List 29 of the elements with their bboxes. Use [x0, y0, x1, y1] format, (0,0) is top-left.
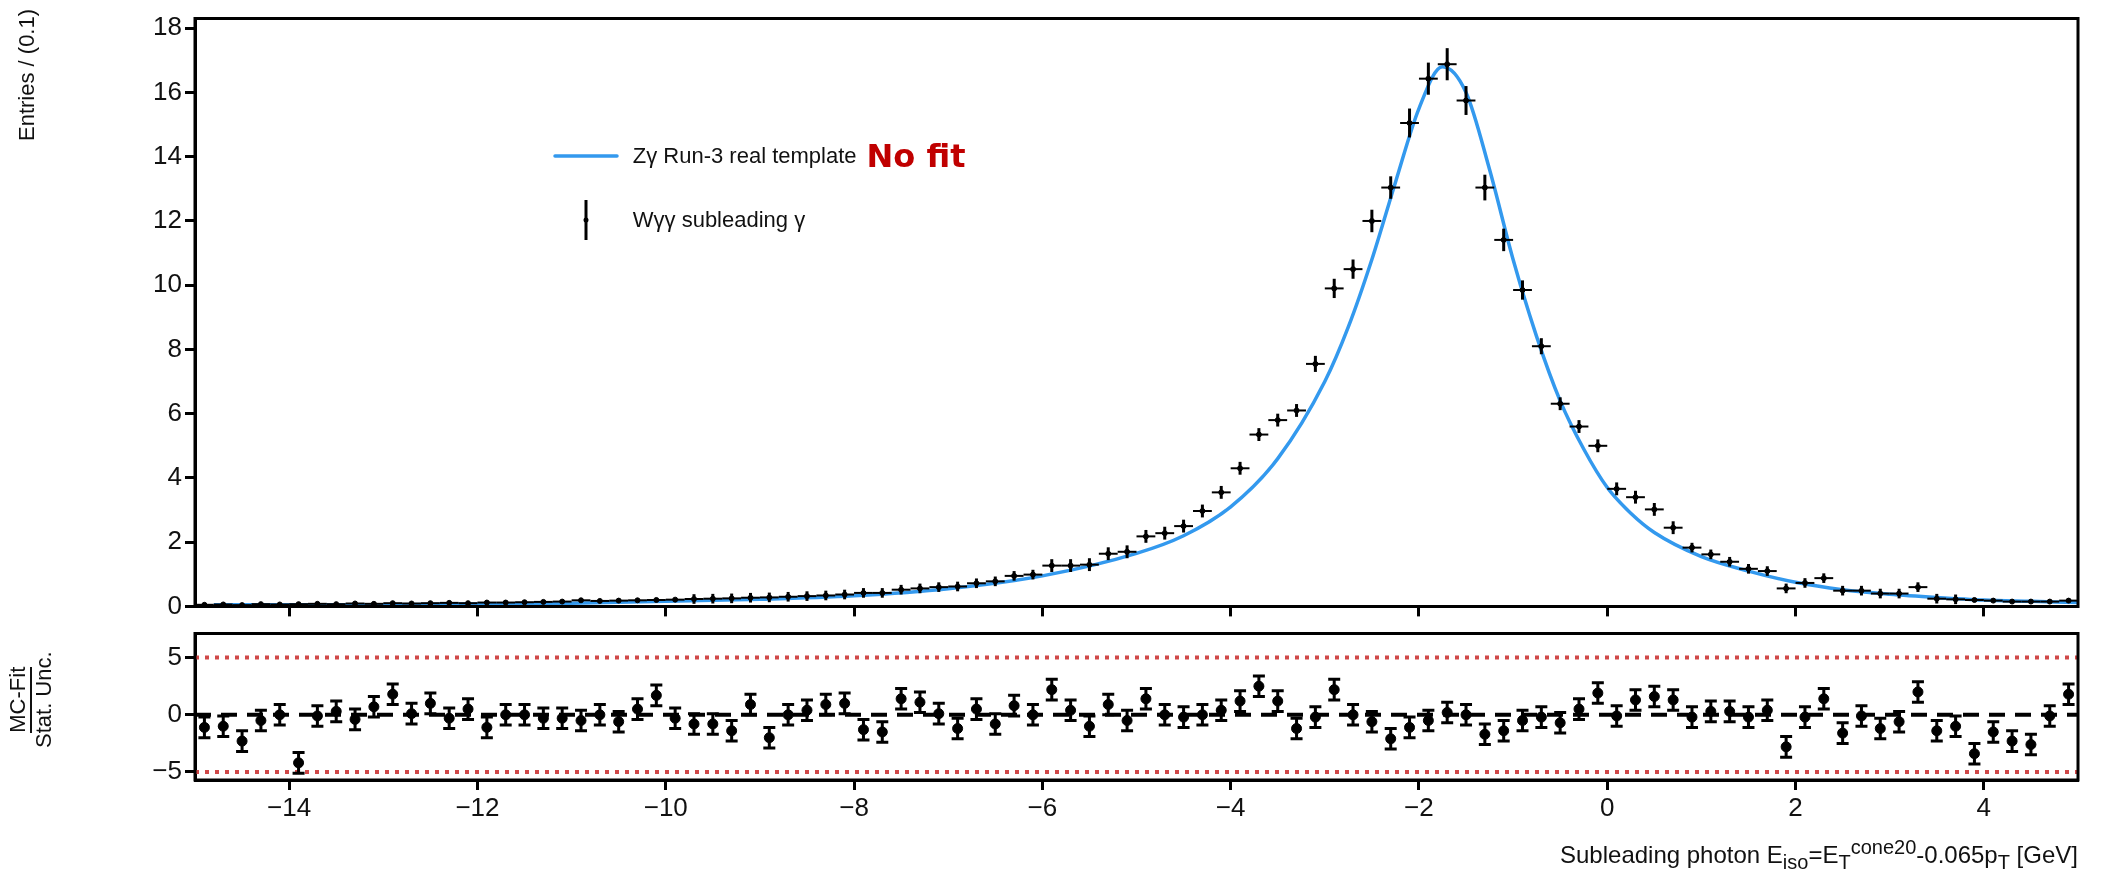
- y-tick-label: 16: [153, 75, 182, 106]
- x-tick-label: −2: [1404, 791, 1434, 822]
- x-tick-label: −14: [267, 791, 312, 822]
- x-axis-title: Subleading photon E$_{iso}$=E$_{T}$$^{cone20}$-0.065p$_{T}$ [GeV]: [1560, 836, 2078, 874]
- y-tick-label: −5: [152, 755, 182, 786]
- y-tick-label: 0: [167, 589, 182, 620]
- y-tick-label: 6: [167, 396, 182, 427]
- annotation: No fit: [866, 136, 966, 175]
- y-tick-label: 14: [153, 139, 182, 170]
- x-tick-label: −4: [1215, 791, 1246, 822]
- x-tick-label: −10: [643, 791, 688, 822]
- y-tick-label: 2: [167, 525, 182, 556]
- x-tick-label: −8: [839, 791, 869, 822]
- y-tick-label: 4: [167, 461, 182, 492]
- legend-label: Wγγ subleading γ: [632, 206, 806, 233]
- y-tick-label: 8: [167, 332, 182, 363]
- x-tick-label: 2: [1788, 791, 1803, 822]
- y-tick-label: 0: [167, 697, 182, 728]
- y-tick-label: 18: [153, 11, 182, 42]
- y-axis-title: Entries / (0.1): [14, 8, 40, 141]
- x-tick-label: 4: [1976, 791, 1992, 822]
- x-tick-label: 0: [1600, 791, 1615, 822]
- x-tick-label: −6: [1027, 791, 1058, 822]
- x-tick-label: −12: [455, 791, 500, 822]
- y-tick-label: 5: [167, 640, 182, 671]
- y-axis-title: MC-Fit Stat. Unc.: [5, 651, 57, 748]
- y-tick-label: 12: [153, 204, 182, 235]
- legend-label: Zγ Run-3 real template: [632, 142, 857, 169]
- y-tick-label: 10: [153, 268, 182, 299]
